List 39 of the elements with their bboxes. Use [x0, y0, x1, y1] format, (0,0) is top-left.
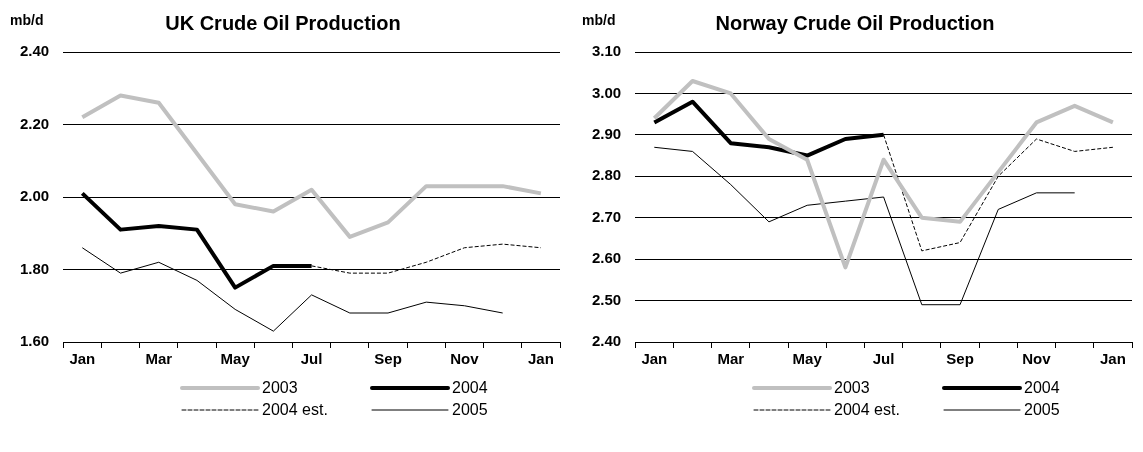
- x-tick-label: Sep: [946, 350, 974, 368]
- x-tick-label: May: [220, 350, 251, 368]
- legend-label: 2004 est.: [834, 401, 900, 419]
- x-tick-label: Nov: [450, 350, 480, 368]
- y-tick-label: 2.50: [591, 290, 622, 308]
- x-tick-label: Sep: [374, 350, 402, 368]
- x-tick-label: Mar: [717, 350, 745, 368]
- y-tick-label: 3.10: [591, 42, 622, 60]
- x-tick-label: Jan: [69, 350, 96, 368]
- legend-label: 2005: [452, 401, 488, 419]
- legend-label: 2003: [262, 379, 298, 397]
- chart-title: Norway Crude Oil Production: [715, 11, 995, 34]
- y-tick-label: 2.40: [19, 42, 50, 60]
- y-axis-title: mb/d: [10, 12, 44, 28]
- y-tick-label: 2.00: [19, 187, 50, 205]
- x-tick-label: Jul: [872, 350, 895, 368]
- y-axis-title: mb/d: [582, 12, 616, 28]
- y-tick-label: 2.80: [591, 166, 622, 184]
- y-tick-label: 2.20: [19, 114, 50, 132]
- x-tick-label: Jul: [300, 350, 323, 368]
- y-tick-label: 1.60: [19, 332, 50, 350]
- legend-label: 2003: [834, 379, 870, 397]
- x-tick-label: Jan: [1099, 350, 1126, 368]
- y-tick-label: 2.60: [591, 249, 622, 267]
- x-tick-label: Nov: [1022, 350, 1052, 368]
- chart-title: UK Crude Oil Production: [165, 11, 401, 34]
- x-tick-label: Mar: [145, 350, 173, 368]
- y-tick-label: 3.00: [591, 83, 622, 101]
- legend-label: 2004: [452, 379, 488, 397]
- y-tick-label: 2.70: [591, 207, 622, 225]
- legend-label: 2004 est.: [262, 401, 328, 419]
- legend-label: 2005: [1024, 401, 1060, 419]
- x-tick-label: Jan: [527, 350, 554, 368]
- y-tick-label: 1.80: [19, 259, 50, 277]
- y-tick-label: 2.40: [591, 332, 622, 350]
- y-tick-label: 2.90: [591, 125, 622, 142]
- legend-label: 2004: [1024, 379, 1060, 397]
- x-tick-label: May: [792, 350, 823, 368]
- x-tick-label: Jan: [641, 350, 668, 368]
